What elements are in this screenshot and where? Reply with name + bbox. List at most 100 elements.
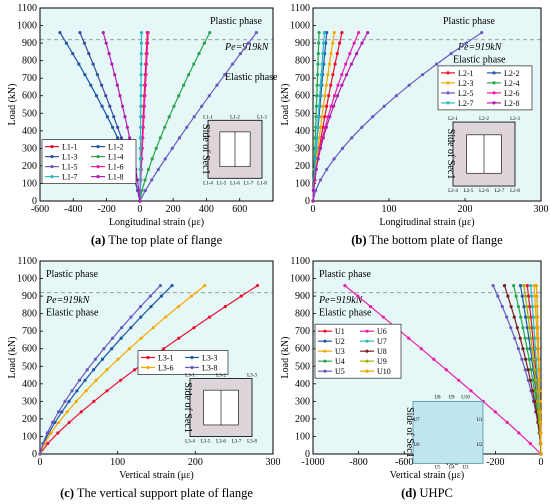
- x-tick-label: -600: [395, 457, 413, 468]
- data-point: [163, 157, 167, 161]
- plot-frame: [39, 7, 274, 202]
- y-tick-label: 1100: [290, 3, 310, 14]
- data-point: [156, 167, 160, 172]
- data-point: [104, 41, 108, 45]
- data-point: [434, 62, 439, 66]
- inset-gauge-label: U3: [462, 465, 469, 470]
- data-point: [493, 410, 497, 414]
- legend-marker: [446, 101, 450, 105]
- x-tick-label: -600: [31, 204, 49, 215]
- data-point: [314, 146, 318, 150]
- data-point: [113, 73, 117, 77]
- data-point: [318, 94, 322, 98]
- data-point: [203, 283, 207, 288]
- legend-marker: [492, 71, 496, 75]
- data-point: [142, 115, 146, 119]
- x-axis-label: Longitudinal strain (με): [379, 217, 474, 228]
- data-point: [129, 315, 133, 319]
- data-point: [530, 305, 534, 309]
- inset-gauge-label: U7: [413, 418, 420, 423]
- legend-label: U5: [335, 367, 345, 376]
- data-point: [64, 41, 69, 45]
- data-point: [332, 157, 336, 161]
- legend-label: L2-2: [504, 69, 520, 78]
- inset-gauge-label: U2: [476, 443, 483, 448]
- caption-letter: (a): [91, 233, 106, 247]
- data-point: [335, 52, 339, 56]
- legend-marker: [492, 81, 496, 85]
- y-tick-label: 0: [32, 449, 37, 460]
- legend-marker: [190, 365, 194, 370]
- data-point: [318, 178, 323, 182]
- data-point: [523, 294, 527, 298]
- inset-gauge-label: U8: [434, 395, 441, 400]
- data-point: [536, 399, 540, 403]
- data-point: [108, 104, 112, 108]
- plot-frame: [39, 260, 274, 455]
- data-point: [139, 30, 144, 35]
- data-point: [525, 326, 529, 330]
- x-tick-label: 300: [266, 457, 281, 468]
- data-point: [513, 336, 517, 340]
- legend-marker: [50, 174, 54, 179]
- legend-label: U6: [377, 327, 387, 336]
- data-point: [118, 94, 122, 98]
- data-point: [340, 146, 345, 150]
- data-point: [208, 30, 212, 35]
- data-point: [457, 378, 461, 382]
- y-tick-label: 600: [22, 344, 37, 355]
- inset-bottom-label: L2-4: [448, 189, 458, 194]
- data-point: [329, 104, 333, 108]
- data-point: [139, 104, 143, 108]
- data-point: [505, 315, 509, 319]
- data-point: [38, 452, 42, 456]
- data-point: [522, 283, 526, 288]
- data-point: [327, 94, 331, 98]
- y-tick-label: 1100: [290, 256, 310, 267]
- y-axis-label: Load (kN): [7, 337, 18, 379]
- data-point: [331, 73, 335, 77]
- legend-marker: [492, 91, 496, 95]
- plot-frame: [312, 7, 542, 202]
- legend-marker: [96, 154, 100, 159]
- legend-label: L2-6: [504, 89, 520, 98]
- y-tick-label: 900: [295, 38, 310, 49]
- data-point: [532, 283, 536, 288]
- inset-top-label: L2-2: [479, 117, 489, 122]
- data-point: [123, 115, 127, 119]
- data-point: [336, 94, 340, 98]
- data-point: [164, 315, 168, 319]
- data-point: [145, 52, 149, 56]
- data-point: [317, 30, 321, 35]
- data-point: [538, 410, 542, 414]
- data-point: [158, 136, 162, 140]
- data-point: [329, 83, 333, 87]
- data-point: [182, 83, 186, 87]
- data-point: [230, 62, 235, 66]
- y-tick-label: 500: [295, 361, 310, 372]
- data-point: [143, 188, 147, 193]
- data-point: [105, 368, 109, 372]
- data-point: [531, 315, 535, 319]
- data-point: [360, 41, 364, 45]
- data-point: [316, 52, 320, 56]
- y-tick-label: 0: [32, 196, 37, 207]
- data-point: [104, 94, 108, 98]
- legend-label: L1-8: [108, 173, 124, 182]
- data-point: [105, 389, 109, 393]
- data-point: [535, 389, 539, 393]
- data-point: [150, 178, 154, 182]
- data-point: [177, 94, 181, 98]
- data-point: [41, 441, 45, 446]
- data-point: [94, 94, 99, 98]
- data-point: [382, 104, 386, 108]
- plastic-phase-label: Plastic phase: [46, 269, 98, 280]
- data-point: [119, 378, 123, 382]
- data-point: [151, 326, 155, 330]
- data-point: [311, 199, 315, 203]
- data-point: [527, 357, 531, 361]
- data-point: [158, 283, 162, 288]
- data-point: [100, 357, 105, 361]
- legend-label: U10: [377, 367, 391, 376]
